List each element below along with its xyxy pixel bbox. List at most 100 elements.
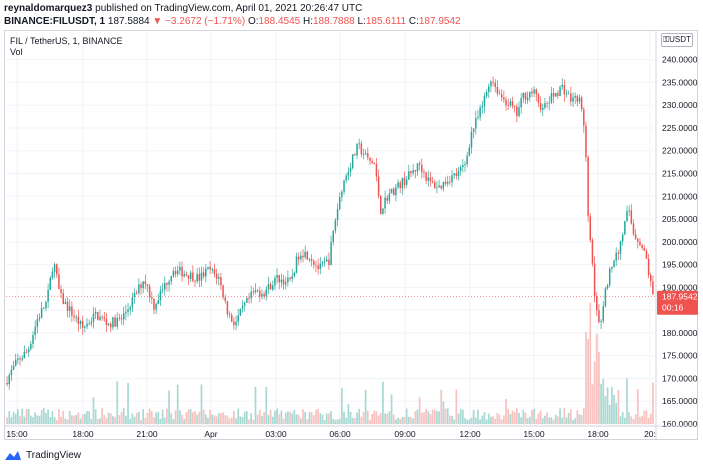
volume-bar xyxy=(645,410,648,424)
candle-body xyxy=(269,284,272,290)
candle-body xyxy=(626,211,628,222)
candle-body xyxy=(364,153,367,155)
candle-body xyxy=(304,251,306,258)
candle-body xyxy=(81,321,84,328)
candle-body xyxy=(192,272,194,281)
candle-body xyxy=(498,93,501,95)
candle-body xyxy=(60,289,62,294)
candle-body xyxy=(554,93,557,97)
candle-body xyxy=(49,277,52,290)
volume-bar xyxy=(518,412,520,424)
volume-bar xyxy=(88,411,91,424)
candle-body xyxy=(328,259,330,265)
candle-body xyxy=(360,143,363,155)
candle-body xyxy=(146,284,149,287)
volume-bar xyxy=(96,418,99,424)
candle-body xyxy=(371,161,373,163)
currency-button[interactable]: ⚿USDT xyxy=(661,33,693,47)
volume-bar xyxy=(526,418,529,424)
candle-body xyxy=(17,358,19,360)
volume-bar xyxy=(405,408,408,424)
x-tick-label: 18:00 xyxy=(72,429,94,439)
candle-body xyxy=(125,311,127,314)
candle-body xyxy=(58,274,60,290)
volume-bar xyxy=(498,414,501,424)
candle-body xyxy=(477,117,479,119)
volume-bar xyxy=(181,414,183,424)
candle-body xyxy=(300,255,302,260)
price-change: −3.2672 (−1.71%) xyxy=(165,16,246,27)
volume-bar xyxy=(235,418,237,424)
candle-body xyxy=(272,285,274,290)
volume-bar xyxy=(371,414,373,424)
volume-bar xyxy=(522,409,525,424)
candle-body xyxy=(395,187,397,196)
volume-bar xyxy=(254,386,257,424)
volume-bar xyxy=(515,408,518,424)
volume-bar xyxy=(414,411,417,424)
volume-bar xyxy=(632,419,635,424)
volume-bar xyxy=(559,408,561,424)
candle-body xyxy=(392,188,395,196)
volume-bar xyxy=(127,382,129,424)
volume-bar xyxy=(578,414,581,424)
candle-body xyxy=(596,296,598,311)
candle-body xyxy=(51,271,54,278)
candle-body xyxy=(405,179,408,185)
x-tick-label: 12:00 xyxy=(459,429,481,439)
volume-bar xyxy=(444,408,447,424)
volume-bar xyxy=(302,409,304,424)
candle-body xyxy=(617,252,620,254)
volume-bar xyxy=(213,415,216,424)
volume-bar xyxy=(271,416,274,424)
candle-body xyxy=(112,317,114,328)
volume-bar xyxy=(513,412,516,424)
candle-body xyxy=(21,358,23,360)
candle-body xyxy=(615,252,617,261)
candle-body xyxy=(200,272,203,281)
volume-bar xyxy=(615,402,618,424)
candle-body xyxy=(457,170,460,177)
legend-title: FIL / TetherUS, 1, BINANCE xyxy=(10,36,123,46)
volume-bar xyxy=(90,419,93,424)
volume-bar xyxy=(261,416,263,424)
volume-bar xyxy=(40,410,43,424)
lock-icon: ⚿ xyxy=(663,35,670,44)
candle-body xyxy=(470,131,473,148)
candle-body xyxy=(122,313,125,320)
candle-body xyxy=(118,317,121,319)
author-name[interactable]: reynaldomarquez3 xyxy=(4,3,93,14)
candle-body xyxy=(425,172,427,181)
candle-body xyxy=(431,181,434,183)
volume-bar xyxy=(51,411,54,424)
candle-body xyxy=(526,97,529,100)
candle-body xyxy=(591,240,594,264)
candle-body xyxy=(148,286,151,298)
candle-body xyxy=(598,310,600,323)
candle-body xyxy=(19,358,21,360)
volume-bar xyxy=(321,414,324,424)
volume-bar xyxy=(114,417,116,424)
y-tick-label: 220.0000 xyxy=(662,146,698,156)
low-label: L: xyxy=(357,16,366,27)
candle-body xyxy=(103,317,106,320)
candle-body xyxy=(306,251,309,260)
candle-body xyxy=(388,193,391,201)
volume-bar xyxy=(487,413,490,424)
volume-bar xyxy=(282,418,285,424)
symbol-label: BINANCE:FILUSDT, 1 xyxy=(4,16,106,27)
candle-body xyxy=(632,223,635,235)
tradingview-footer[interactable]: TradingView xyxy=(4,450,81,461)
candle-body xyxy=(133,292,136,298)
candle-body xyxy=(442,181,445,189)
volume-bar xyxy=(29,415,32,424)
volume-bar xyxy=(196,414,199,424)
x-tick-label: 21:00 xyxy=(136,429,158,439)
candle-body xyxy=(326,259,328,262)
candle-body xyxy=(608,268,611,286)
candle-body xyxy=(438,185,440,188)
volume-bar xyxy=(297,414,300,424)
volume-bar xyxy=(546,412,548,424)
candle-body xyxy=(12,365,15,370)
